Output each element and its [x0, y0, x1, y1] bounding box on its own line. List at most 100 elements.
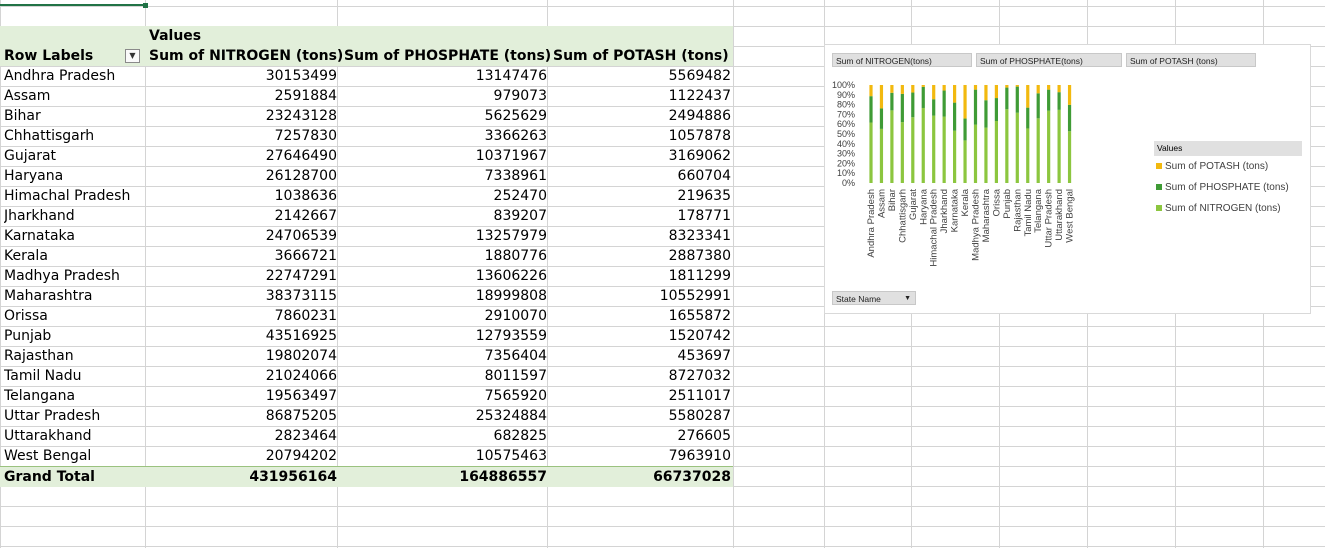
bar-segment-potash[interactable] [973, 85, 978, 90]
bar-segment-nitrogen[interactable] [1026, 128, 1030, 183]
bar-segment-nitrogen[interactable] [973, 124, 978, 183]
pivot-row[interactable]: Kerala 3666721 1880776 2887380 [0, 246, 733, 266]
fill-handle[interactable] [143, 3, 148, 8]
bar-segment-potash[interactable] [890, 85, 894, 93]
grand-total-row[interactable]: Grand Total 431956164 164886557 66737028 [0, 466, 733, 487]
nitrogen-value: 30153499 [265, 68, 337, 84]
bar-segment-nitrogen[interactable] [890, 110, 894, 183]
bar-segment-potash[interactable] [1036, 85, 1040, 94]
bar-segment-nitrogen[interactable] [932, 115, 936, 183]
bar-segment-phosphate[interactable] [911, 92, 915, 118]
pivot-row[interactable]: Himachal Pradesh 1038636 252470 219635 [0, 186, 733, 206]
bar-segment-nitrogen[interactable] [953, 130, 957, 183]
bar-segment-phosphate[interactable] [973, 89, 978, 125]
bar-segment-potash[interactable] [921, 85, 925, 87]
bar-segment-potash[interactable] [942, 85, 946, 91]
bar-segment-nitrogen[interactable] [879, 128, 884, 183]
bar-segment-potash[interactable] [900, 85, 904, 94]
pivot-row[interactable]: Karnataka 24706539 13257979 8323341 [0, 226, 733, 246]
pivot-row[interactable]: Chhattisgarh 7257830 3366263 1057878 [0, 126, 733, 146]
pivot-row[interactable]: Uttarakhand 2823464 682825 276605 [0, 426, 733, 446]
bar-segment-nitrogen[interactable] [1015, 112, 1019, 183]
bar-segment-phosphate[interactable] [1057, 92, 1061, 110]
bar-segment-phosphate[interactable] [994, 98, 998, 122]
pivot-row[interactable]: Maharashtra 38373115 18999808 10552991 [0, 286, 733, 306]
x-tick-label: Gujarat [908, 189, 919, 221]
state-name-axis-filter-button[interactable]: State Name ▼ [832, 291, 916, 305]
bar-segment-phosphate[interactable] [1005, 87, 1009, 110]
pivot-row[interactable]: Jharkhand 2142667 839207 178771 [0, 206, 733, 226]
bar-segment-nitrogen[interactable] [984, 127, 988, 183]
bar-segment-potash[interactable] [1005, 85, 1009, 88]
row-labels-filter-button[interactable]: ▼ [125, 49, 140, 63]
bar-segment-potash[interactable] [953, 85, 957, 103]
selected-cell[interactable] [0, 0, 145, 6]
bar-segment-nitrogen[interactable] [869, 122, 873, 183]
bar-segment-potash[interactable] [1026, 85, 1030, 108]
chart-plot-area[interactable]: 0%10%20%30%40%50%60%70%80%90%100% Andhra … [825, 45, 1310, 313]
pivot-row[interactable]: Punjab 43516925 12793559 1520742 [0, 326, 733, 346]
bar-segment-nitrogen[interactable] [1067, 131, 1072, 183]
bar-segment-phosphate[interactable] [932, 99, 936, 116]
bar-segment-potash[interactable] [984, 85, 988, 101]
bar-segment-nitrogen[interactable] [1047, 110, 1051, 183]
pivot-row[interactable]: Assam 2591884 979073 1122437 [0, 86, 733, 106]
bar-segment-potash[interactable] [994, 85, 998, 99]
bar-segment-nitrogen[interactable] [911, 117, 915, 183]
bar-segment-phosphate[interactable] [1026, 107, 1030, 129]
bar-segment-phosphate[interactable] [963, 118, 967, 141]
bar-segment-nitrogen[interactable] [994, 121, 998, 183]
bar-segment-phosphate[interactable] [879, 108, 884, 129]
chart-field-button-phosphate[interactable]: Sum of PHOSPHATE(tons) [976, 53, 1122, 67]
bar-segment-nitrogen[interactable] [963, 140, 967, 183]
bar-segment-potash[interactable] [1067, 85, 1072, 105]
bar-segment-phosphate[interactable] [1015, 86, 1019, 113]
pivot-chart[interactable]: Sum of NITROGEN(tons) Sum of PHOSPHATE(t… [824, 44, 1311, 314]
bar-segment-phosphate[interactable] [1036, 93, 1040, 119]
pivot-row[interactable]: Orissa 7860231 2910070 1655872 [0, 306, 733, 326]
bar-segment-phosphate[interactable] [900, 93, 904, 123]
pivot-row[interactable]: Haryana 26128700 7338961 660704 [0, 166, 733, 186]
bar-segment-phosphate[interactable] [1047, 89, 1051, 111]
bar-segment-phosphate[interactable] [869, 96, 873, 123]
pivot-row[interactable]: Madhya Pradesh 22747291 13606226 1811299 [0, 266, 733, 286]
bar-segment-nitrogen[interactable] [1057, 109, 1061, 183]
chart-field-button-nitrogen[interactable]: Sum of NITROGEN(tons) [832, 53, 972, 67]
bar-segment-potash[interactable] [1015, 85, 1019, 87]
grid-row-line [0, 406, 1325, 407]
pivot-row[interactable]: Uttar Pradesh 86875205 25324884 5580287 [0, 406, 733, 426]
bar-segment-phosphate[interactable] [1067, 104, 1072, 132]
bar-segment-phosphate[interactable] [953, 102, 957, 131]
bar-segment-nitrogen[interactable] [1036, 118, 1040, 183]
legend-item-phosphate[interactable]: Sum of PHOSPHATE (tons) [1156, 181, 1289, 195]
bar-segment-potash[interactable] [911, 85, 915, 93]
pivot-row[interactable]: Telangana 19563497 7565920 2511017 [0, 386, 733, 406]
pivot-row[interactable]: Bihar 23243128 5625629 2494886 [0, 106, 733, 126]
pivot-row[interactable]: Rajasthan 19802074 7356404 453697 [0, 346, 733, 366]
legend-title[interactable]: Values [1154, 141, 1302, 156]
bar-segment-nitrogen[interactable] [942, 116, 946, 183]
row-label: Andhra Pradesh [4, 68, 116, 84]
legend-item-potash[interactable]: Sum of POTASH (tons) [1156, 160, 1268, 174]
bar-segment-phosphate[interactable] [890, 92, 894, 111]
legend-item-nitrogen[interactable]: Sum of NITROGEN (tons) [1156, 202, 1281, 216]
potash-value: 219635 [677, 188, 731, 204]
pivot-row[interactable]: West Bengal 20794202 10575463 7963910 [0, 446, 733, 466]
bar-segment-phosphate[interactable] [984, 100, 988, 128]
bar-segment-nitrogen[interactable] [1005, 109, 1009, 183]
chart-field-button-potash[interactable]: Sum of POTASH (tons) [1126, 53, 1256, 67]
y-tick-label: 90% [837, 90, 855, 100]
pivot-row[interactable]: Tamil Nadu 21024066 8011597 8727032 [0, 366, 733, 386]
bar-segment-potash[interactable] [869, 85, 873, 97]
bar-segment-phosphate[interactable] [942, 90, 946, 117]
bar-segment-potash[interactable] [879, 85, 884, 109]
pivot-row[interactable]: Andhra Pradesh 30153499 13147476 5569482 [0, 66, 733, 86]
bar-segment-potash[interactable] [963, 85, 967, 119]
bar-segment-potash[interactable] [932, 85, 936, 100]
bar-segment-phosphate[interactable] [921, 86, 925, 108]
pivot-row[interactable]: Gujarat 27646490 10371967 3169062 [0, 146, 733, 166]
bar-segment-nitrogen[interactable] [900, 122, 904, 183]
bar-segment-nitrogen[interactable] [921, 107, 925, 183]
bar-segment-potash[interactable] [1047, 85, 1051, 90]
bar-segment-potash[interactable] [1057, 85, 1061, 93]
